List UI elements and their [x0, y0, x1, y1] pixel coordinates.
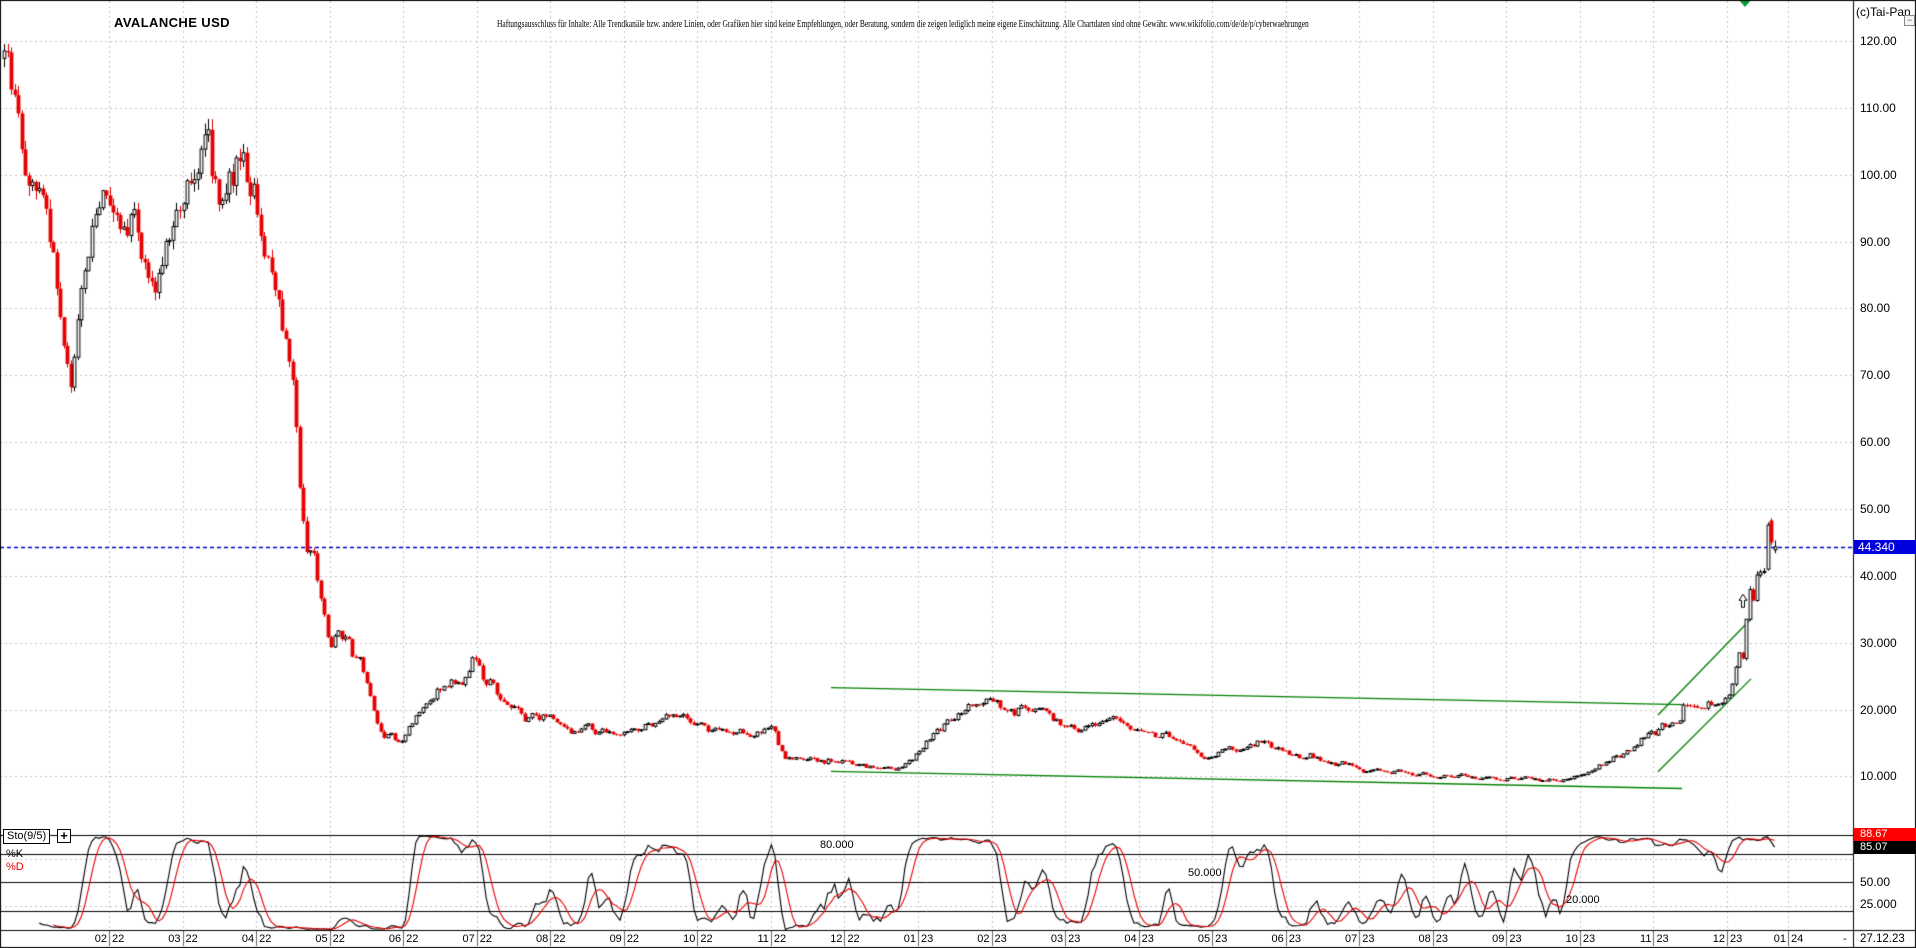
x-axis-month-label: 08 [536, 933, 549, 945]
x-axis-month-label: 10 [1565, 933, 1578, 945]
x-axis-year-label: 23 [1509, 933, 1522, 945]
last-date-label: 27.12.23 [1860, 933, 1905, 945]
x-axis-year-label: 23 [1141, 933, 1154, 945]
x-axis-year-label: 23 [1435, 933, 1449, 945]
x-axis-year-label: 22 [406, 933, 419, 945]
price-axis-label: 90.00 [1860, 234, 1891, 249]
x-axis-year-label: 23 [1729, 933, 1743, 945]
stoch-level-20-label: 20.000 [1566, 894, 1600, 906]
x-axis-year-label: 22 [626, 933, 640, 945]
x-axis-month-label: 03 [1050, 933, 1064, 945]
x-axis-month-label: 01 [903, 933, 916, 945]
chart-title: AVALANCHE USD [114, 15, 230, 30]
x-axis-month-label: 07 [1345, 933, 1358, 945]
x-axis-year-label: 23 [1582, 933, 1596, 945]
stoch-d-label: %D [6, 861, 24, 873]
x-axis-year-label: 22 [332, 933, 345, 945]
x-axis-year-label: 23 [1068, 933, 1081, 945]
x-axis-month-label: 12 [1712, 933, 1725, 945]
x-axis-year-label: 22 [259, 933, 272, 945]
x-axis-month-label: 05 [315, 933, 328, 945]
x-axis-year-label: 23 [994, 933, 1007, 945]
x-axis-month-label: 08 [1418, 933, 1431, 945]
price-axis-label: 120.00 [1860, 34, 1897, 48]
x-axis-month-label: 11 [757, 933, 769, 945]
x-axis-year-label: 22 [700, 933, 713, 945]
copyright-label: (c)Tai-Pan [1856, 5, 1911, 19]
price-axis-label: 30.000 [1860, 635, 1897, 650]
stoch-axis-25-label: 25.000 [1860, 897, 1897, 911]
x-axis-month-label: 02 [977, 933, 990, 945]
x-axis-year-label: 22 [553, 933, 566, 945]
price-axis-label: 50.00 [1860, 502, 1891, 517]
price-axis-label: 100.00 [1860, 167, 1897, 182]
x-axis-month-label: 09 [1492, 933, 1505, 945]
price-axis-label: 20.000 [1860, 702, 1897, 717]
price-axis-label: 40.000 [1860, 568, 1897, 583]
x-axis-year-label: 22 [479, 933, 492, 945]
x-axis-month-label: 06 [388, 933, 402, 945]
x-axis-month-label: 04 [1124, 933, 1137, 945]
stoch-d-value-badge: 88.67 [1854, 828, 1916, 841]
indicator-name-box[interactable]: Sto(9/5) [3, 829, 51, 844]
price-axis-label: 10.000 [1860, 769, 1897, 784]
x-axis-month-label: 06 [1271, 933, 1284, 945]
x-axis-month-label: 02 [94, 933, 107, 945]
x-axis-month-label: 04 [241, 933, 255, 945]
stoch-axis-50-label: 50.00 [1860, 875, 1891, 889]
expand-indicator-icon[interactable]: + [57, 829, 71, 843]
x-axis-year-label: 23 [1362, 933, 1375, 945]
last-price-badge: 44.340 [1854, 540, 1916, 554]
disclaimer-text: Haftungsausschluss für Inhalte: Alle Tre… [497, 19, 1309, 30]
x-axis-separator: - [1843, 933, 1847, 945]
x-axis-year-label: 22 [112, 933, 125, 945]
x-axis-year-label: 23 [1215, 933, 1228, 945]
stoch-level-50-label: 50.000 [1188, 867, 1222, 879]
x-axis-month-label: 10 [683, 933, 696, 945]
x-axis-month-label: 09 [609, 933, 622, 945]
x-axis-year-label: 22 [185, 933, 198, 945]
collapse-panel-icon[interactable]: − [1904, 15, 1915, 26]
x-axis-month-label: 12 [830, 933, 843, 945]
x-axis-month-label: 05 [1197, 933, 1211, 945]
x-axis-year-label: 24 [1791, 933, 1804, 945]
price-axis-label: 60.00 [1860, 435, 1891, 450]
stoch-k-value-badge: 85.07 [1854, 841, 1916, 854]
price-axis-label: 80.00 [1860, 301, 1891, 316]
price-axis-label: 70.00 [1860, 368, 1891, 383]
x-axis-year-label: 23 [920, 933, 934, 945]
x-axis-year-label: 23 [1288, 933, 1301, 945]
price-axis-label: 110.00 [1860, 100, 1896, 115]
stoch-level-80-label: 80.000 [820, 839, 854, 851]
x-axis-month-label: 01 [1773, 933, 1786, 945]
stoch-k-label: %K [6, 848, 24, 860]
x-axis-year-label: 23 [1656, 933, 1669, 945]
x-axis-month-label: 07 [462, 933, 475, 945]
x-axis-month-label: 11 [1640, 933, 1652, 945]
x-axis-month-label: 03 [168, 933, 181, 945]
x-axis-year-label: 22 [847, 933, 860, 945]
x-axis-year-label: 22 [773, 933, 787, 945]
